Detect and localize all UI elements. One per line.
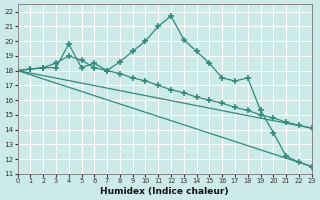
X-axis label: Humidex (Indice chaleur): Humidex (Indice chaleur) bbox=[100, 187, 229, 196]
